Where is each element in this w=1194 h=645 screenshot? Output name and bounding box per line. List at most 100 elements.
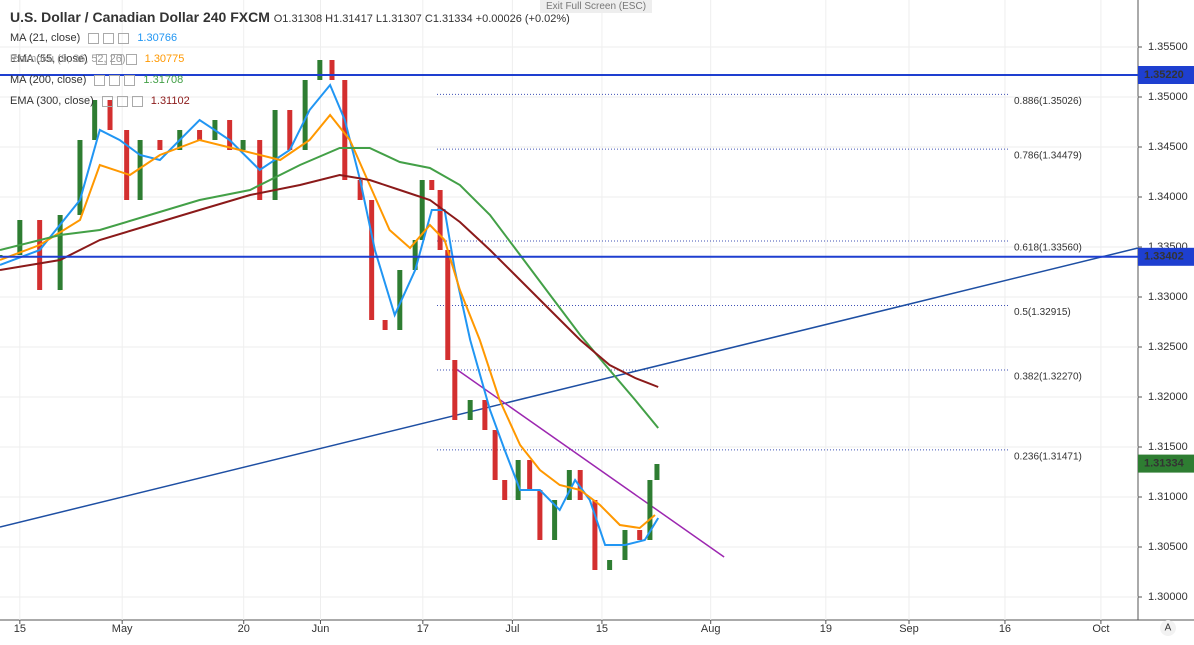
y-tick-label: 1.33000 xyxy=(1148,291,1188,303)
indicator-name: EMA (55, close) xyxy=(10,53,88,65)
y-tick-label: 1.30000 xyxy=(1148,591,1188,603)
open: O1.31308 xyxy=(273,13,323,25)
change: +0.00026 (+0.02%) xyxy=(475,13,570,25)
control-icon xyxy=(103,32,115,44)
candle xyxy=(382,320,388,330)
symbol-row: U.S. Dollar / Canadian Dollar 240 FXCM O… xyxy=(10,7,570,28)
candle xyxy=(302,80,308,150)
x-tick-label: Sep xyxy=(899,623,919,635)
indicator-value: 1.31708 xyxy=(143,74,184,86)
fib-label: 0.886(1.35026) xyxy=(1014,96,1082,107)
level-label-box xyxy=(1138,66,1194,84)
indicator-controls xyxy=(86,32,131,44)
y-tick-label: 1.32500 xyxy=(1148,341,1188,353)
candle xyxy=(637,530,643,540)
control-icon xyxy=(110,53,122,65)
candle xyxy=(92,100,98,140)
x-tick-label: Oct xyxy=(1092,623,1109,635)
candle xyxy=(527,460,533,490)
candle xyxy=(592,500,598,570)
indicator-value: 1.31102 xyxy=(150,95,190,107)
candle xyxy=(419,180,425,240)
indicator-row[interactable]: MA (21, close) 1.30766 xyxy=(10,28,570,49)
candle xyxy=(107,100,113,130)
control-icon xyxy=(101,95,113,107)
exit-fullscreen[interactable]: Exit Full Screen (ESC) xyxy=(540,0,653,13)
indicator-row[interactable]: EMA (300, close) 1.31102 xyxy=(10,91,570,112)
candle xyxy=(397,270,403,330)
level-label-box xyxy=(1138,247,1194,266)
last-price-label: 1.31334 xyxy=(1144,458,1185,470)
control-icon xyxy=(118,32,130,44)
interval[interactable]: 240 xyxy=(202,9,227,25)
candle xyxy=(317,60,323,80)
x-tick-label: 15 xyxy=(14,623,26,635)
indicator-row[interactable]: EMA (55, close) 1.30775 xyxy=(10,49,570,70)
candle xyxy=(515,460,521,500)
candle xyxy=(57,215,63,290)
indicator-row[interactable]: MA (200, close) 1.31708 xyxy=(10,70,570,91)
candle xyxy=(467,400,473,420)
candle xyxy=(329,60,335,80)
candle xyxy=(537,490,543,540)
last-price-box xyxy=(1138,454,1194,473)
level-label: 1.33402 xyxy=(1144,251,1184,263)
trend-line xyxy=(0,247,1139,528)
candle xyxy=(647,480,653,540)
x-tick-label: 19 xyxy=(820,623,832,635)
indicator-row[interactable]: Ichimoku (9, 26, 52, 26) xyxy=(10,49,570,70)
source: FXCM xyxy=(230,9,270,25)
control-icon xyxy=(88,32,100,44)
indicator-value: 1.30766 xyxy=(137,32,178,44)
fib-label: 0.5(1.32915) xyxy=(1014,307,1071,318)
candle xyxy=(0,255,3,256)
candle xyxy=(137,140,143,200)
indicator-name: MA (200, close) xyxy=(10,74,87,86)
control-icon xyxy=(116,95,128,107)
candle xyxy=(77,140,83,215)
candle xyxy=(157,140,163,150)
y-tick-label: 1.34500 xyxy=(1148,141,1188,153)
x-tick-label: Jul xyxy=(505,623,519,635)
y-tick-label: 1.32000 xyxy=(1148,391,1188,403)
candle xyxy=(357,180,363,200)
scale-mode-button[interactable] xyxy=(1160,620,1176,636)
candle xyxy=(552,500,558,540)
x-tick-label: 15 xyxy=(596,623,608,635)
fib-label: 0.382(1.32270) xyxy=(1014,372,1082,383)
series-line xyxy=(0,83,660,546)
high: H1.31417 xyxy=(325,13,373,25)
symbol[interactable]: U.S. Dollar / Canadian Dollar xyxy=(10,9,200,25)
x-tick-label: Aug xyxy=(701,623,721,635)
y-tick-label: 1.35000 xyxy=(1148,91,1188,103)
series-line xyxy=(0,147,659,429)
candle xyxy=(412,240,418,270)
candle xyxy=(369,200,375,320)
fib-label: 0.786(1.34479) xyxy=(1014,151,1082,162)
indicator-list: MA (21, close) 1.30766 EMA (55, close) 1.30… xyxy=(10,28,570,107)
candle xyxy=(452,360,458,420)
series-line xyxy=(0,113,656,530)
low: L1.31307 xyxy=(375,13,422,25)
level-label: 1.35220 xyxy=(1144,69,1184,81)
candle xyxy=(482,400,488,430)
scale-mode: A xyxy=(1165,623,1172,634)
indicator-controls xyxy=(94,53,139,65)
grid xyxy=(0,0,1138,620)
y-tick-label: 1.34000 xyxy=(1148,191,1188,203)
y-tick-label: 1.31000 xyxy=(1148,491,1188,503)
x-tick-label: 20 xyxy=(238,623,250,635)
candle xyxy=(240,140,246,150)
candle xyxy=(37,220,43,290)
x-tick-label: May xyxy=(112,623,133,635)
candle xyxy=(492,430,498,480)
x-tick-label: 16 xyxy=(999,623,1011,635)
control-icon xyxy=(109,74,121,86)
candle xyxy=(502,480,508,500)
candle xyxy=(445,250,451,360)
candle xyxy=(287,110,293,150)
candle xyxy=(342,80,348,180)
candle xyxy=(124,130,130,200)
series-line xyxy=(0,173,659,388)
